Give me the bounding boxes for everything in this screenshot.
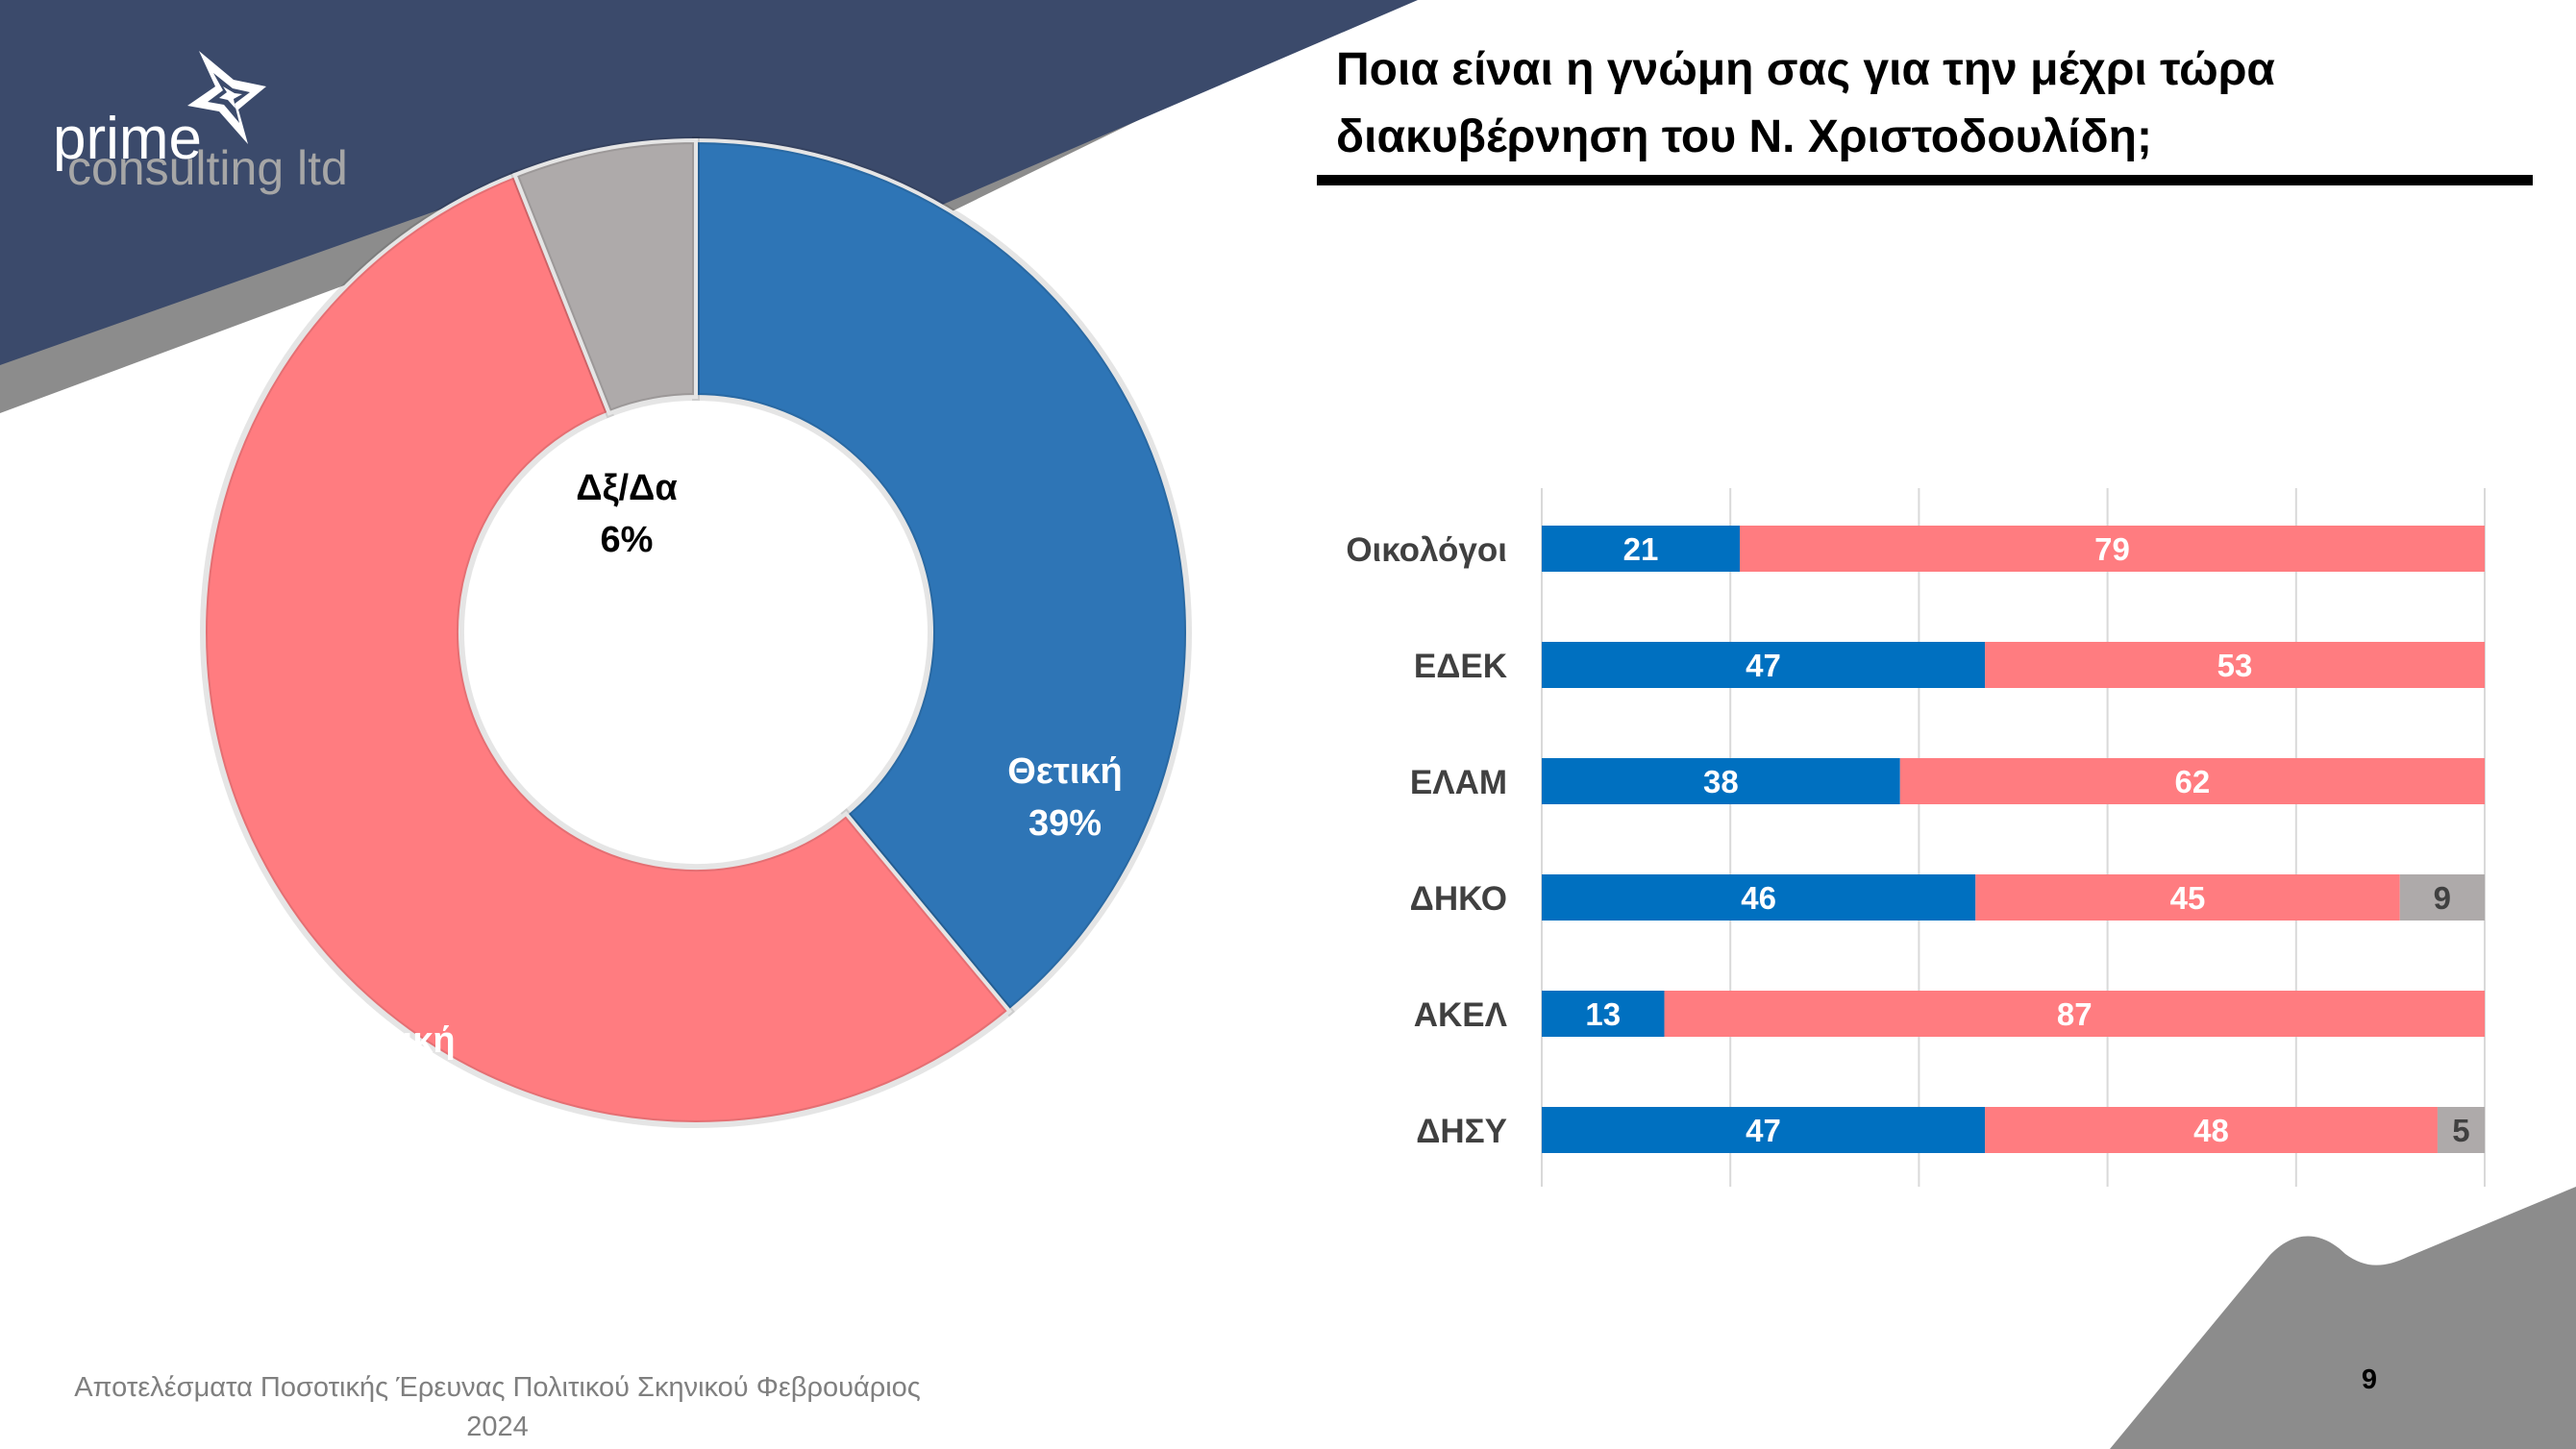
- footer-source-line1: Αποτελέσματα Ποσοτικής Έρευνας Πολιτικού…: [74, 1372, 921, 1403]
- corner-gray-shape: [2110, 1187, 2576, 1449]
- bar-segment: [2437, 1107, 2485, 1153]
- category-label: Οικολόγοι: [1346, 531, 1507, 569]
- bar-segment: [1975, 874, 2400, 921]
- bar-value-label: 21: [1623, 531, 1659, 567]
- donut-slice-label: Αρνητική: [294, 1020, 455, 1061]
- donut-slice: [694, 137, 1190, 1015]
- donut-slice: [202, 172, 1013, 1126]
- bar-segment: [2399, 874, 2485, 921]
- bar-value-label: 48: [2193, 1113, 2229, 1148]
- category-label: ΑΚΕΛ: [1414, 996, 1508, 1034]
- bar-value-label: 5: [2452, 1113, 2469, 1148]
- overall-opinion-donut-chart: Θετική 39% Αρνητική 55% Δξ/Δα 6%: [200, 135, 1192, 1128]
- bar-segment: [1985, 642, 2485, 688]
- logo-mark-icon: [187, 51, 266, 144]
- bar-segment: [1542, 642, 1986, 688]
- bar-segment: [1985, 1107, 2438, 1153]
- bar-value-label: 13: [1585, 996, 1621, 1032]
- bar-segment: [1542, 758, 1900, 804]
- logo-wordmark-line1: prime: [53, 106, 202, 172]
- title-underline: [1317, 175, 2533, 185]
- bar-value-label: 53: [2217, 648, 2253, 683]
- bar-segment: [1542, 526, 1741, 572]
- footer-source-line2: 2024: [466, 1412, 529, 1442]
- bar-segment: [1899, 758, 2485, 804]
- bar-value-label: 38: [1703, 764, 1739, 799]
- page-number: 9: [2361, 1364, 2378, 1395]
- donut-slice-outline: [692, 135, 1192, 1018]
- donut-slice-outline: [200, 169, 1015, 1128]
- donut-slice-outline: [509, 135, 700, 419]
- category-label: ΕΔΕΚ: [1414, 648, 1507, 685]
- opinion-by-party-bar-chart: Οικολόγοι 21 79 ΕΔΕΚ 47 53 ΕΛΑΜ 38 62 ΔΗΚΟ 46 45 9 ΑΚ…: [1346, 488, 2486, 1187]
- donut-slice-value: 6%: [601, 520, 654, 560]
- page-title: Ποια είναι η γνώμη σας για την μέχρι τώρ…: [1336, 44, 2275, 162]
- company-logo: prime consulting ltd: [53, 51, 348, 195]
- category-label: ΔΗΣΥ: [1416, 1113, 1507, 1150]
- bar-value-label: 46: [1741, 880, 1776, 916]
- donut-slice: [511, 137, 698, 416]
- donut-slice-value: 55%: [338, 1072, 411, 1113]
- bar-segment: [1740, 526, 2485, 572]
- bar-value-label: 62: [2175, 764, 2211, 799]
- bar-segment: [1542, 991, 1665, 1037]
- bar-segment: [1542, 874, 1976, 921]
- bar-value-label: 79: [2094, 531, 2130, 567]
- bar-segment: [1542, 1107, 1986, 1153]
- category-label: ΔΗΚΟ: [1410, 880, 1507, 918]
- donut-slice-label: Δξ/Δα: [576, 468, 677, 508]
- bar-value-label: 47: [1746, 1113, 1781, 1148]
- footer-source: Αποτελέσματα Ποσοτικής Έρευνας Πολιτικού…: [38, 1368, 956, 1447]
- bar-value-label: 47: [1746, 648, 1781, 683]
- logo-wordmark-line2: consulting ltd: [67, 141, 348, 195]
- bar-value-label: 9: [2434, 880, 2451, 916]
- bar-value-label: 45: [2170, 880, 2206, 916]
- donut-slice-value: 39%: [1028, 803, 1102, 844]
- donut-slice-label: Θετική: [1007, 751, 1123, 792]
- category-label: ΕΛΑΜ: [1410, 764, 1507, 801]
- bar-segment: [1664, 991, 2485, 1037]
- bar-value-label: 87: [2057, 996, 2093, 1032]
